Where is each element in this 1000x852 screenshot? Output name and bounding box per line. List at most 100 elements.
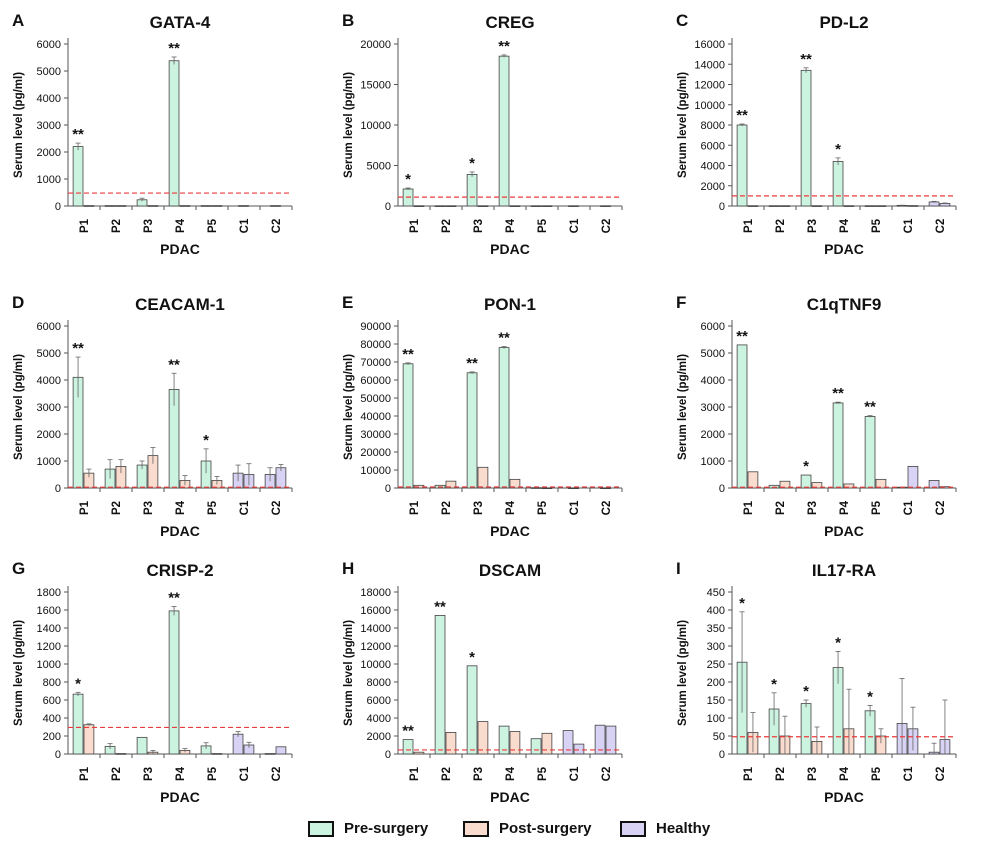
bar-pre-surgery: [402, 363, 414, 489]
x-tick-label: C2: [271, 767, 283, 782]
chart-svg: F C1qTNF9 Serum level (pg/ml) 0 1000 2000 3000…: [676, 293, 957, 539]
bar-pre-surgery: [498, 725, 510, 755]
legend-swatch-pre-surgery: [308, 821, 334, 837]
y-tick-label: 6000: [37, 321, 61, 333]
y-tick-label: 6000: [701, 321, 725, 333]
x-tick-label: P2: [111, 501, 123, 515]
significance-marker: *: [771, 676, 777, 693]
significance-marker: **: [498, 330, 510, 347]
x-tick-label: P4: [175, 766, 187, 781]
y-tick-label: 200: [707, 677, 725, 689]
x-tick-label: P3: [143, 501, 155, 515]
x-tick-label: P4: [839, 218, 851, 233]
bar-post-surgery: [779, 480, 791, 489]
bar-post-surgery: [509, 205, 521, 207]
y-tick-label: 40000: [360, 411, 391, 423]
bar-healthy: [907, 465, 919, 489]
chart-title: CEACAM-1: [135, 295, 225, 314]
bar-post-surgery: [779, 205, 791, 207]
y-axis-label: Serum level (pg/ml): [343, 72, 355, 178]
y-tick-label: 600: [43, 695, 61, 707]
bar-healthy: [600, 487, 611, 490]
bar-post-surgery: [541, 487, 553, 490]
bar-post-surgery: [541, 205, 553, 207]
y-tick-label: 0: [385, 201, 391, 213]
x-tick-label: P5: [207, 500, 219, 515]
x-tick-label: P3: [143, 767, 155, 781]
significance-marker: *: [867, 688, 873, 705]
significance-marker: **: [800, 51, 812, 68]
panel-letter: F: [676, 293, 686, 312]
y-tick-label: 0: [55, 201, 61, 213]
y-axis-label: Serum level (pg/ml): [343, 354, 355, 460]
y-tick-label: 5000: [367, 161, 391, 173]
y-axis-label: Serum level (pg/ml): [677, 72, 689, 178]
significance-marker: **: [864, 399, 876, 416]
bar-pre-surgery: [800, 474, 812, 489]
bar-post-surgery: [811, 482, 823, 489]
x-axis-label: PDAC: [490, 789, 530, 805]
significance-marker: *: [835, 634, 841, 651]
y-tick-label: 6000: [367, 695, 391, 707]
significance-marker: **: [736, 328, 748, 345]
bar-pre-surgery: [466, 665, 478, 755]
chart-panel-a: A GATA-4 Serum level (pg/ml) 0 1000 2000 3000 4…: [0, 0, 320, 265]
bar-pre-surgery: [832, 161, 844, 207]
chart-title: C1qTNF9: [807, 295, 882, 314]
x-tick-label: P4: [175, 218, 187, 233]
x-tick-label: P2: [441, 219, 453, 233]
x-tick-label: P3: [807, 501, 819, 515]
x-tick-label: P1: [79, 766, 91, 781]
y-tick-label: 1000: [37, 659, 61, 671]
panel-letter: H: [342, 559, 354, 578]
y-tick-label: 14000: [360, 623, 391, 635]
bar-pre-surgery: [530, 205, 542, 207]
x-axis-label: PDAC: [160, 241, 200, 257]
bar-pre-surgery: [402, 739, 414, 755]
y-tick-label: 4000: [37, 93, 61, 105]
y-tick-label: 90000: [360, 321, 391, 333]
bar-healthy: [568, 205, 579, 207]
bar-pre-surgery: [466, 174, 478, 207]
y-tick-label: 50000: [360, 393, 391, 405]
bar-pre-surgery: [72, 693, 84, 755]
x-tick-label: C2: [601, 501, 613, 516]
x-tick-label: P3: [473, 501, 485, 515]
y-tick-label: 3000: [37, 120, 61, 132]
panel-letter: B: [342, 11, 354, 30]
y-tick-label: 5000: [37, 348, 61, 360]
y-tick-label: 10000: [360, 120, 391, 132]
legend-label-post-surgery: Post-surgery: [499, 820, 592, 837]
bar-healthy: [600, 205, 611, 207]
y-tick-label: 8000: [701, 120, 725, 132]
bar-pre-surgery: [72, 146, 84, 207]
bar-pre-surgery: [434, 615, 446, 755]
x-tick-label: P1: [409, 766, 421, 781]
bar-pre-surgery: [168, 60, 180, 207]
x-axis-label: PDAC: [160, 523, 200, 539]
chart-svg: E PON-1 Serum level (pg/ml) 0 10000 20000 3000…: [342, 293, 623, 539]
x-tick-label: C1: [903, 218, 915, 233]
y-tick-label: 0: [385, 749, 391, 761]
x-tick-label: C1: [569, 218, 581, 233]
y-tick-label: 0: [719, 483, 725, 495]
bar-healthy: [275, 746, 287, 755]
chart-svg: I IL17-RA Serum level (pg/ml) 0 50 100 150 200 2…: [676, 559, 957, 805]
bar-post-surgery: [477, 721, 489, 755]
bar-pre-surgery: [434, 205, 446, 207]
x-tick-label: P2: [111, 767, 123, 781]
bar-healthy: [232, 733, 244, 755]
y-tick-label: 400: [707, 605, 725, 617]
bar-pre-surgery: [530, 487, 542, 489]
bar-post-surgery: [445, 205, 457, 207]
bar-post-surgery: [179, 205, 191, 207]
y-tick-label: 1200: [37, 641, 61, 653]
bar-pre-surgery: [736, 344, 748, 489]
bar-post-surgery: [843, 205, 855, 207]
chart-svg: B CREG Serum level (pg/ml) 0 5000 10000 15000 2…: [342, 11, 623, 257]
x-axis-label: PDAC: [160, 789, 200, 805]
bar-pre-surgery: [864, 205, 876, 207]
bar-post-surgery: [445, 731, 457, 755]
y-tick-label: 4000: [367, 713, 391, 725]
